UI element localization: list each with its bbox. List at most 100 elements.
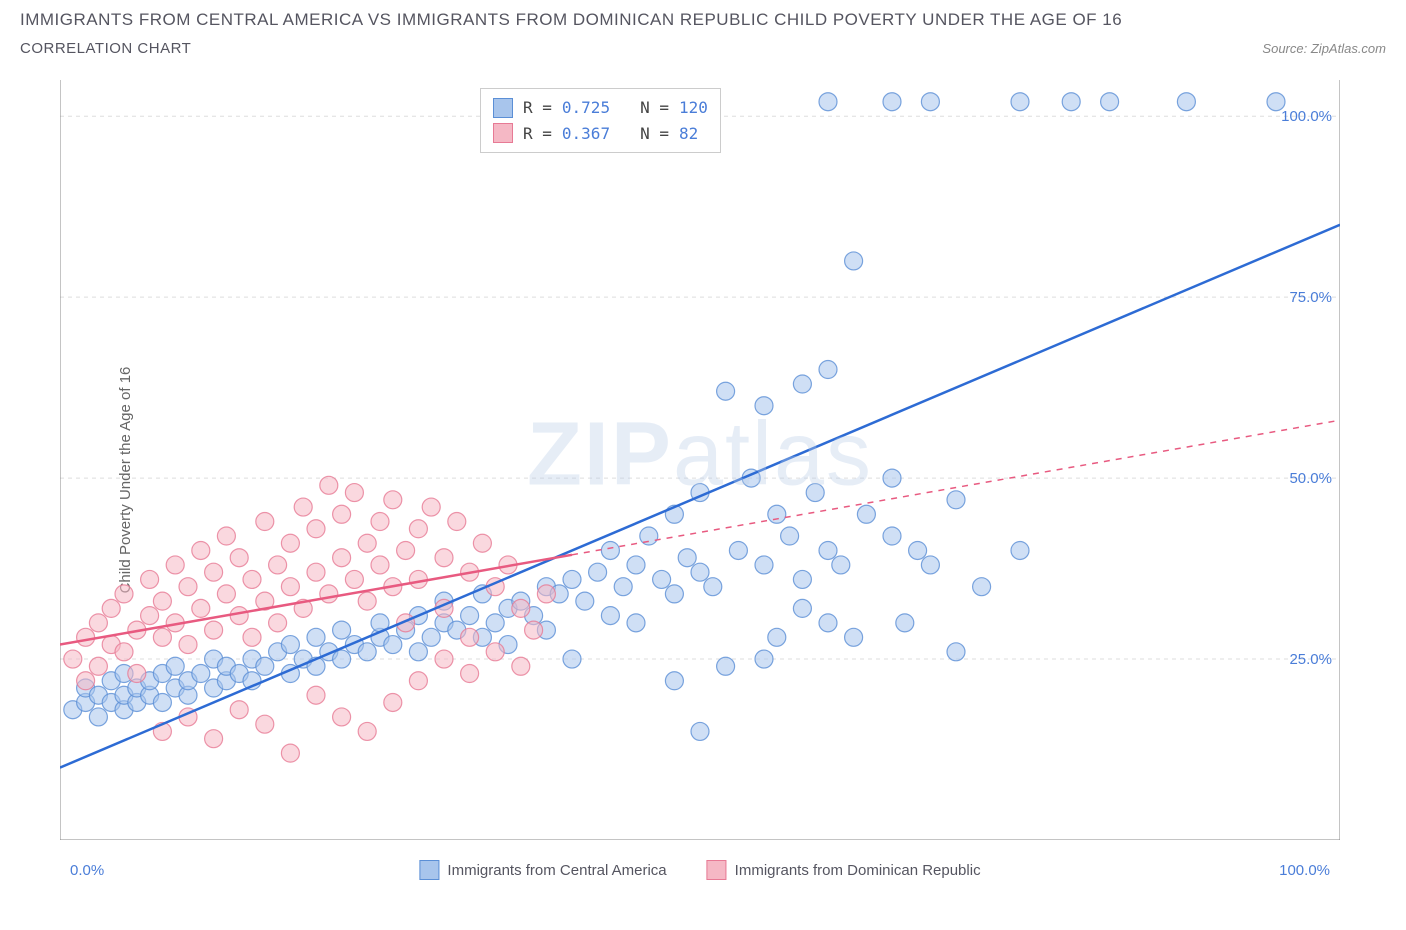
stats-row: R =0.725N =120: [493, 95, 708, 121]
data-point: [755, 650, 773, 668]
data-point: [525, 621, 543, 639]
data-point: [256, 715, 274, 733]
data-point: [358, 592, 376, 610]
series-swatch: [707, 860, 727, 880]
x-tick-max: 100.0%: [1279, 862, 1330, 879]
data-point: [256, 657, 274, 675]
data-point: [640, 527, 658, 545]
data-point: [115, 585, 133, 603]
data-point: [384, 693, 402, 711]
data-point: [691, 722, 709, 740]
chart-container: Child Poverty Under the Age of 16 25.0%5…: [0, 70, 1406, 890]
data-point: [1177, 93, 1195, 111]
data-point: [755, 556, 773, 574]
data-point: [307, 563, 325, 581]
data-point: [205, 563, 223, 581]
data-point: [77, 672, 95, 690]
data-point: [217, 585, 235, 603]
data-point: [973, 578, 991, 596]
data-point: [665, 585, 683, 603]
data-point: [1101, 93, 1119, 111]
data-point: [832, 556, 850, 574]
y-tick-label: 100.0%: [1281, 108, 1332, 125]
data-point: [281, 534, 299, 552]
data-point: [333, 549, 351, 567]
data-point: [793, 599, 811, 617]
data-point: [793, 375, 811, 393]
series-name: Immigrants from Dominican Republic: [735, 862, 981, 879]
r-value: 0.367: [562, 121, 610, 147]
data-point: [384, 491, 402, 509]
data-point: [819, 614, 837, 632]
data-point: [883, 469, 901, 487]
data-point: [307, 686, 325, 704]
data-point: [281, 744, 299, 762]
data-point: [563, 650, 581, 668]
stats-row: R = 0.367 N = 82: [493, 121, 708, 147]
data-point: [819, 93, 837, 111]
data-point: [345, 570, 363, 588]
header: IMMIGRANTS FROM CENTRAL AMERICA VS IMMIG…: [0, 0, 1406, 57]
series-legend: Immigrants from Central America Immigrant…: [419, 860, 980, 880]
data-point: [192, 541, 210, 559]
n-label: N =: [640, 121, 669, 147]
r-label: R =: [523, 121, 552, 147]
data-point: [205, 621, 223, 639]
regression-line: [60, 225, 1340, 768]
data-point: [320, 476, 338, 494]
data-point: [678, 549, 696, 567]
data-point: [128, 665, 146, 683]
data-point: [192, 599, 210, 617]
data-point: [704, 578, 722, 596]
data-point: [333, 650, 351, 668]
data-point: [461, 628, 479, 646]
series-swatch: [419, 860, 439, 880]
data-point: [627, 614, 645, 632]
stats-legend-box: R =0.725N =120R = 0.367 N = 82: [480, 88, 721, 153]
data-point: [448, 513, 466, 531]
data-point: [614, 578, 632, 596]
series-name: Immigrants from Central America: [447, 862, 666, 879]
data-point: [422, 628, 440, 646]
data-point: [909, 541, 927, 559]
data-point: [473, 534, 491, 552]
data-point: [307, 520, 325, 538]
data-point: [883, 93, 901, 111]
data-point: [793, 570, 811, 588]
n-value: 82: [679, 121, 698, 147]
data-point: [281, 636, 299, 654]
data-point: [512, 657, 530, 675]
data-point: [281, 578, 299, 596]
n-label: N =: [640, 95, 669, 121]
data-point: [230, 549, 248, 567]
data-point: [256, 513, 274, 531]
data-point: [333, 621, 351, 639]
data-point: [153, 628, 171, 646]
data-point: [358, 722, 376, 740]
data-point: [358, 643, 376, 661]
data-point: [243, 570, 261, 588]
data-point: [435, 650, 453, 668]
data-point: [1011, 541, 1029, 559]
data-point: [589, 563, 607, 581]
data-point: [230, 607, 248, 625]
data-point: [781, 527, 799, 545]
data-point: [921, 93, 939, 111]
data-point: [768, 628, 786, 646]
data-point: [422, 498, 440, 516]
data-point: [166, 556, 184, 574]
data-point: [307, 628, 325, 646]
data-point: [320, 585, 338, 603]
data-point: [653, 570, 671, 588]
y-tick-label: 75.0%: [1289, 289, 1332, 306]
data-point: [205, 730, 223, 748]
data-point: [576, 592, 594, 610]
data-point: [947, 491, 965, 509]
source-citation: Source: ZipAtlas.com: [1262, 41, 1386, 56]
data-point: [192, 665, 210, 683]
bottom-legend: 0.0% Immigrants from Central AmericaImmi…: [60, 855, 1340, 885]
data-point: [243, 628, 261, 646]
data-point: [77, 628, 95, 646]
data-point: [845, 628, 863, 646]
scatter-plot: 25.0%50.0%75.0%100.0% ZIPatlas R =0.725N…: [60, 80, 1340, 840]
